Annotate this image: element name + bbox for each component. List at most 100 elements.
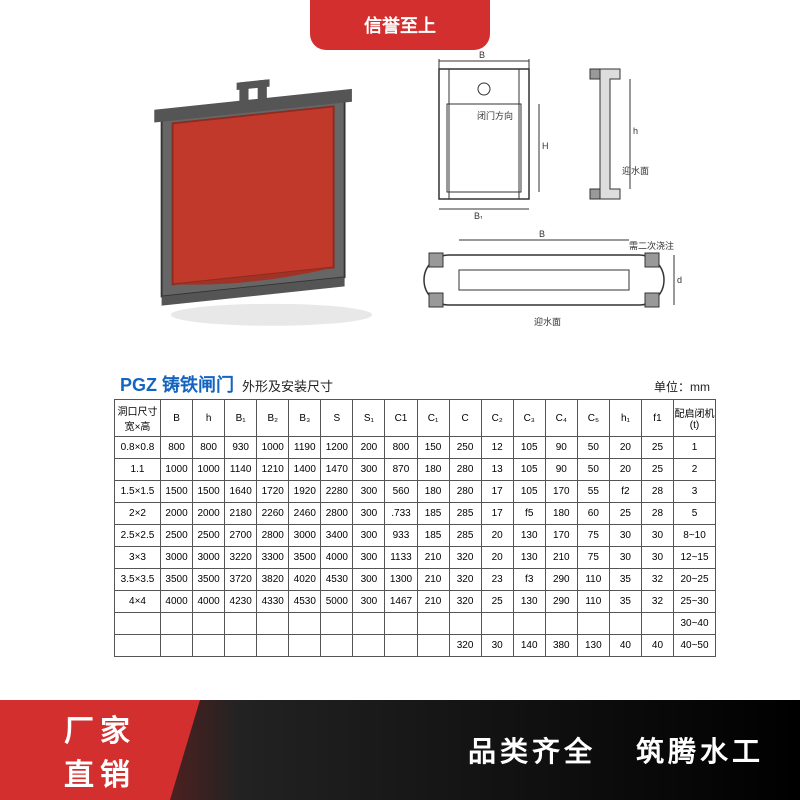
top-banner: 信誉至上 xyxy=(310,0,490,50)
table-cell: 75 xyxy=(577,525,609,547)
image-row: B H 闭门方向 B₁ h 迎水面 B 需二次浇注 xyxy=(110,45,720,365)
bottom-right-line1: 品类齐全 xyxy=(468,730,596,770)
table-header-cell: C₁ xyxy=(417,400,449,437)
table-cell: 3000 xyxy=(161,547,193,569)
table-cell: 12 xyxy=(481,437,513,459)
table-cell: 933 xyxy=(385,525,417,547)
table-cell: 2800 xyxy=(257,525,289,547)
table-cell: 25~30 xyxy=(674,591,716,613)
table-cell: 1720 xyxy=(257,481,289,503)
table-cell xyxy=(289,613,321,635)
title-main: PGZ 铸铁闸门 xyxy=(120,371,234,397)
bottom-right-text: 品类齐全 筑腾水工 xyxy=(200,730,800,770)
svg-text:B: B xyxy=(479,50,485,60)
table-cell: 130 xyxy=(577,635,609,657)
table-row: 2.5×2.5250025002700280030003400300933185… xyxy=(115,525,716,547)
table-cell: 180 xyxy=(417,481,449,503)
table-cell: 185 xyxy=(417,525,449,547)
table-cell xyxy=(417,613,449,635)
table-cell: 25 xyxy=(481,591,513,613)
table-cell xyxy=(115,613,161,635)
table-cell: 30 xyxy=(609,547,641,569)
table-cell: 210 xyxy=(545,547,577,569)
svg-text:迎水面: 迎水面 xyxy=(534,316,561,327)
table-cell xyxy=(385,613,417,635)
table-cell: 28 xyxy=(641,481,673,503)
table-cell: 1133 xyxy=(385,547,417,569)
title-sub: 外形及安装尺寸 xyxy=(242,376,333,395)
table-cell: 2 xyxy=(674,459,716,481)
table-cell xyxy=(193,635,225,657)
spec-table: 洞口尺寸宽×高BhB₁B₂B₃SS₁C1C₁CC₂C₃C₄C₅h₁f1配启闭机(… xyxy=(114,399,716,657)
table-cell: 12~15 xyxy=(674,547,716,569)
table-cell: 285 xyxy=(449,525,481,547)
table-header-cell: S xyxy=(321,400,353,437)
table-cell xyxy=(385,635,417,657)
table-cell: 13 xyxy=(481,459,513,481)
table-row: 30~40 xyxy=(115,613,716,635)
product-render xyxy=(110,45,415,365)
table-cell xyxy=(321,635,353,657)
table-cell xyxy=(513,613,545,635)
table-cell: 300 xyxy=(353,459,385,481)
table-row: 2×2200020002180226024602800300.733185285… xyxy=(115,503,716,525)
table-cell: 3×3 xyxy=(115,547,161,569)
table-row: 3×33000300032203300350040003001133210320… xyxy=(115,547,716,569)
table-cell: 1467 xyxy=(385,591,417,613)
table-cell: 1140 xyxy=(225,459,257,481)
table-cell: 1000 xyxy=(257,437,289,459)
table-cell: 4530 xyxy=(289,591,321,613)
table-cell: f2 xyxy=(609,481,641,503)
table-cell: 1.1 xyxy=(115,459,161,481)
table-cell: 90 xyxy=(545,459,577,481)
table-row: 0.8×0.8800800930100011901200200800150250… xyxy=(115,437,716,459)
table-cell: 25 xyxy=(641,437,673,459)
table-cell: 300 xyxy=(353,481,385,503)
table-cell xyxy=(353,635,385,657)
table-cell: 280 xyxy=(449,459,481,481)
table-cell: 150 xyxy=(417,437,449,459)
svg-text:d: d xyxy=(677,275,682,285)
table-cell: 8~10 xyxy=(674,525,716,547)
table-cell: 1000 xyxy=(161,459,193,481)
table-cell xyxy=(353,613,385,635)
table-cell: 320 xyxy=(449,569,481,591)
table-cell: 25 xyxy=(641,459,673,481)
table-cell: 28 xyxy=(641,503,673,525)
table-cell: 2180 xyxy=(225,503,257,525)
table-cell: 17 xyxy=(481,503,513,525)
bottom-bar: 厂家 直销 品类齐全 筑腾水工 xyxy=(0,700,800,800)
table-cell: 210 xyxy=(417,569,449,591)
table-cell xyxy=(545,613,577,635)
title-unit: 单位：mm xyxy=(654,378,710,395)
table-cell: 320 xyxy=(449,591,481,613)
svg-text:B: B xyxy=(539,229,545,239)
table-cell: 55 xyxy=(577,481,609,503)
table-cell: 210 xyxy=(417,547,449,569)
table-cell: 4530 xyxy=(321,569,353,591)
table-cell: 300 xyxy=(353,569,385,591)
table-cell: 2280 xyxy=(321,481,353,503)
table-cell: 300 xyxy=(353,591,385,613)
table-cell: 320 xyxy=(449,635,481,657)
table-cell: 300 xyxy=(353,525,385,547)
table-cell: 130 xyxy=(513,547,545,569)
table-cell: 105 xyxy=(513,481,545,503)
table-cell: 4020 xyxy=(289,569,321,591)
table-cell: 4000 xyxy=(321,547,353,569)
table-cell: 3500 xyxy=(289,547,321,569)
table-cell: 250 xyxy=(449,437,481,459)
table-cell: 3720 xyxy=(225,569,257,591)
table-cell: 110 xyxy=(577,591,609,613)
table-header-cell: B xyxy=(161,400,193,437)
bottom-left-badge: 厂家 直销 xyxy=(0,700,200,800)
table-cell: 30 xyxy=(609,525,641,547)
table-header-cell: h xyxy=(193,400,225,437)
table-row: 3.5×3.5350035003720382040204530300130021… xyxy=(115,569,716,591)
table-cell: 105 xyxy=(513,437,545,459)
table-cell xyxy=(609,613,641,635)
table-cell: 3.5×3.5 xyxy=(115,569,161,591)
title-row: PGZ 铸铁闸门 外形及安装尺寸 单位：mm xyxy=(110,365,720,399)
table-cell: 170 xyxy=(545,525,577,547)
table-header-cell: C₄ xyxy=(545,400,577,437)
